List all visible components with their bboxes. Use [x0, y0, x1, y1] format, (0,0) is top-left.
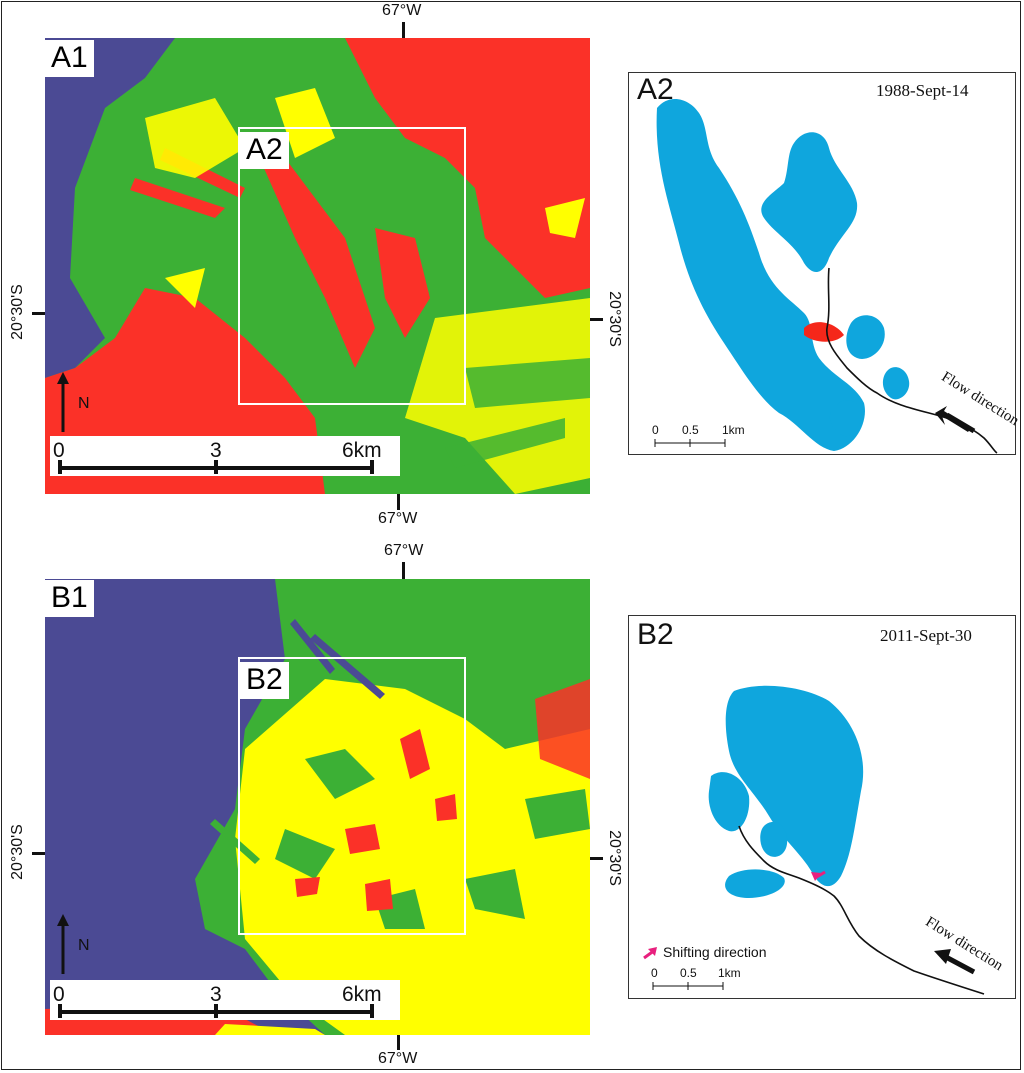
coord-right-a1: 20°30'S — [605, 291, 623, 347]
inset-scale-05-b2: 0.5 — [680, 966, 697, 980]
coord-left-b1: 20°30'S — [8, 824, 26, 880]
coord-bottom-b1: 67°W — [378, 1050, 418, 1067]
inset-scale-0-b2: 0 — [651, 966, 658, 980]
tick-bottom-b1 — [397, 1035, 400, 1050]
scale-label-0-a1: 0 — [53, 439, 65, 462]
north-label-a1: N — [78, 395, 90, 412]
inset-scale-1-b2: 1km — [718, 966, 741, 980]
inset-date-a2: 1988-Sept-14 — [876, 81, 969, 100]
tick-bottom-a1 — [397, 494, 400, 510]
north-arrow-icon-a1 — [57, 372, 69, 432]
inset-label-a2: A2 — [637, 73, 674, 106]
tick-right-a1 — [590, 318, 603, 321]
coord-left-a1: 20°30'S — [8, 284, 26, 340]
scale-bar-b1: 0 3 6km — [50, 980, 400, 1020]
inset-scale-bar-b2 — [652, 982, 724, 990]
north-arrow-icon-b1 — [57, 914, 69, 974]
scale-label-3-a1: 3 — [210, 439, 222, 462]
coord-bottom-a1: 67°W — [378, 510, 418, 527]
coord-right-b1: 20°30'S — [605, 830, 623, 886]
zoom-box-label-b2: B2 — [240, 662, 289, 699]
inset-scale-1-a2: 1km — [722, 423, 745, 437]
inset-label-b2: B2 — [637, 618, 674, 651]
shift-direction-legend: Shifting direction — [663, 944, 767, 960]
inset-scale-bar-a2 — [654, 439, 726, 447]
zoom-box-a2 — [238, 127, 466, 405]
scale-bar-a1: 0 3 6km — [50, 436, 400, 476]
map-b1 — [45, 579, 590, 1035]
inset-b2-map — [643, 685, 985, 995]
inset-b2: B2 2011-Sept-30 Flow direction Shifting … — [628, 615, 1016, 999]
tick-right-b1 — [590, 857, 603, 860]
inset-a2: A2 1988-Sept-14 Flow direction 0 0.5 1km — [628, 72, 1022, 455]
tick-left-a1 — [32, 312, 45, 315]
map-a1 — [45, 38, 590, 494]
panel-label-a1: A1 — [45, 40, 94, 77]
north-label-b1: N — [78, 937, 90, 954]
panel-label-b1: B1 — [45, 580, 94, 617]
inset-date-b2: 2011-Sept-30 — [880, 626, 972, 645]
map-b1-raster — [45, 579, 590, 1035]
scale-label-0-b1: 0 — [53, 983, 65, 1006]
tick-top-b1 — [402, 562, 405, 579]
scale-label-3-b1: 3 — [210, 983, 222, 1006]
coord-top-a1: 67°W — [382, 2, 422, 19]
map-a1-raster — [45, 38, 590, 494]
tick-left-b1 — [32, 852, 45, 855]
inset-scale-05-a2: 0.5 — [682, 423, 699, 437]
scale-label-6-a1: 6km — [342, 439, 382, 462]
inset-scale-0-a2: 0 — [652, 423, 659, 437]
tick-top-a1 — [402, 22, 405, 38]
zoom-box-label-a2: A2 — [240, 132, 289, 169]
scale-label-6-b1: 6km — [342, 983, 382, 1006]
coord-top-b1: 67°W — [384, 542, 424, 559]
inset-a2-map — [656, 98, 998, 454]
zoom-box-b2 — [238, 657, 466, 935]
